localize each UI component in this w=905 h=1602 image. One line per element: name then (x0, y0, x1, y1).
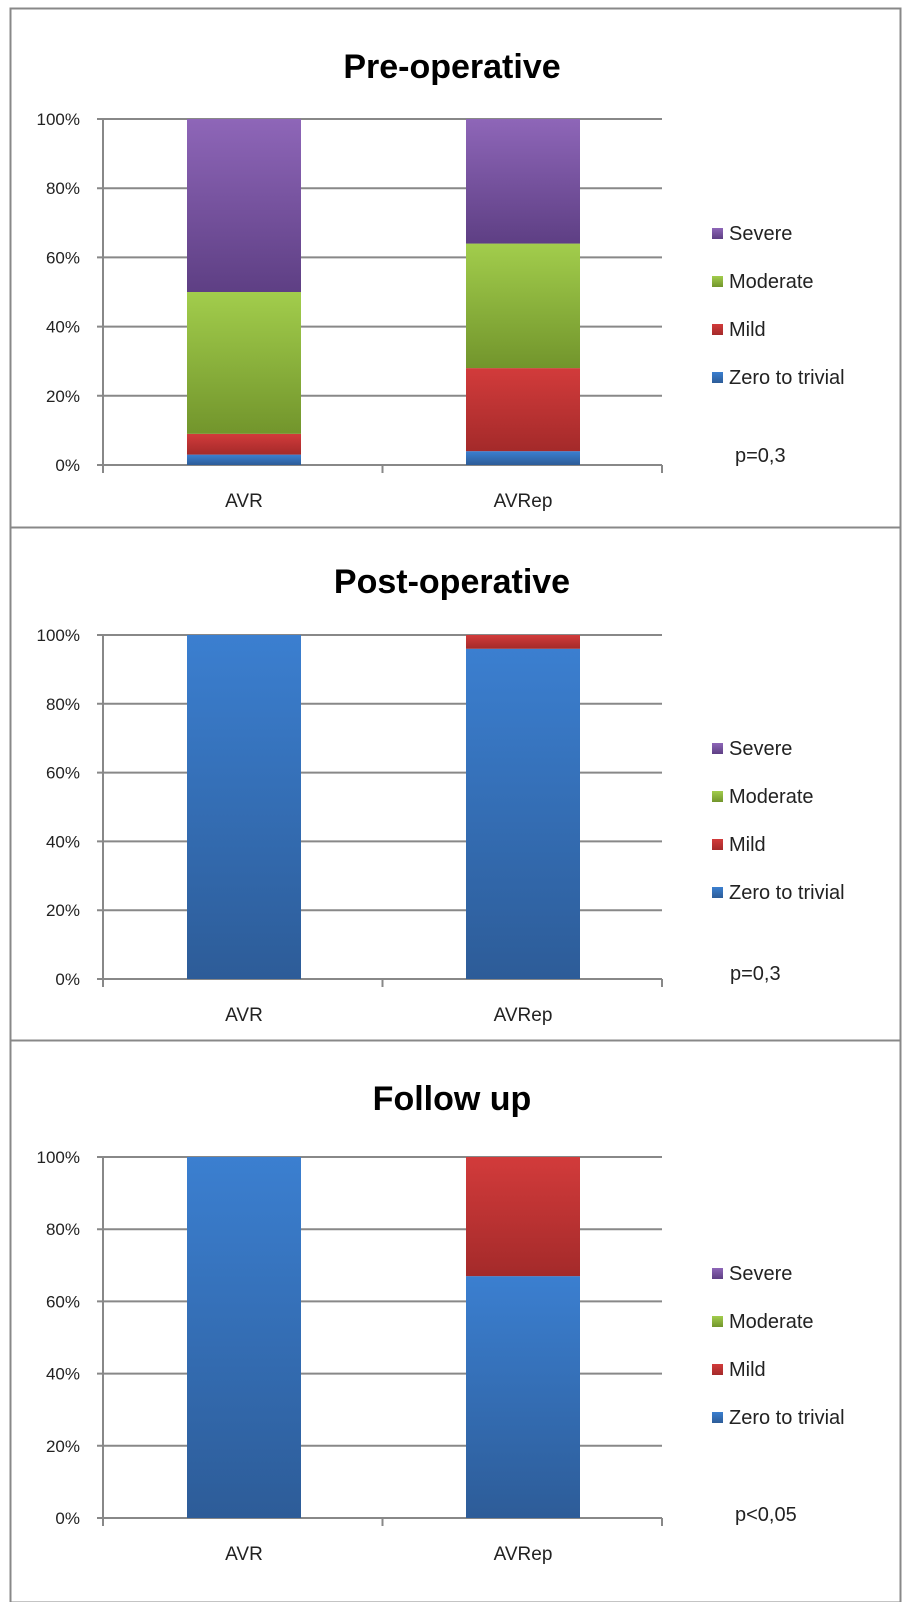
legend-label: Moderate (729, 1311, 814, 1333)
legend-swatch (712, 1364, 723, 1375)
bar-segment-mild (187, 434, 301, 455)
x-tick-label: AVR (225, 491, 263, 512)
y-tick-label: 100% (37, 110, 80, 129)
bar-segment-zero-to-trivial (466, 649, 580, 979)
y-tick-label: 40% (46, 832, 80, 851)
y-tick-label: 40% (46, 318, 80, 337)
x-tick-label: AVR (225, 1544, 263, 1565)
legend-swatch (712, 324, 723, 335)
bar-segment-severe (187, 119, 301, 292)
legend-swatch (712, 1412, 723, 1423)
legend-swatch (712, 1268, 723, 1279)
bar-segment-zero-to-trivial (187, 1157, 301, 1518)
x-tick-label: AVRep (494, 1005, 553, 1026)
y-tick-label: 40% (46, 1365, 80, 1384)
legend-label: Zero to trivial (729, 882, 845, 904)
p-value-annotation: p=0,3 (730, 963, 781, 985)
legend-swatch (712, 791, 723, 802)
chart-title: Pre-operative (343, 48, 560, 86)
y-tick-label: 100% (37, 1148, 80, 1167)
y-tick-label: 0% (55, 456, 80, 475)
bar-segment-severe (466, 119, 580, 244)
y-tick-label: 80% (46, 179, 80, 198)
legend-label: Moderate (729, 271, 814, 293)
y-tick-label: 20% (46, 387, 80, 406)
legend-label: Mild (729, 834, 766, 856)
bar-segment-zero-to-trivial (466, 451, 580, 465)
legend-swatch (712, 276, 723, 287)
bar-segment-moderate (466, 244, 580, 369)
chart-panel-1: Post-operative 0% 20% 40% 60% 80% 100% AVR AVRep… (11, 528, 901, 1041)
y-tick-label: 20% (46, 901, 80, 920)
chart-panel-0: Pre-operative 0% 20% 40% 60% 80% 100% AVR AVRep S… (11, 9, 901, 528)
y-tick-label: 80% (46, 1220, 80, 1239)
y-tick-label: 60% (46, 248, 80, 267)
legend-swatch (712, 839, 723, 850)
legend-label: Zero to trivial (729, 1407, 845, 1429)
bar-segment-zero-to-trivial (187, 455, 301, 465)
y-tick-label: 80% (46, 695, 80, 714)
legend-swatch (712, 228, 723, 239)
bar-segment-mild (466, 1157, 580, 1276)
y-tick-label: 20% (46, 1437, 80, 1456)
x-tick-label: AVR (225, 1005, 263, 1026)
bar-segment-mild (466, 368, 580, 451)
p-value-annotation: p<0,05 (735, 1504, 797, 1526)
y-tick-label: 0% (55, 970, 80, 989)
legend-swatch (712, 887, 723, 898)
bar-segment-mild (466, 635, 580, 649)
bar-segment-moderate (187, 292, 301, 434)
chart-title: Post-operative (334, 563, 570, 601)
y-tick-label: 60% (46, 764, 80, 783)
p-value-annotation: p=0,3 (735, 445, 786, 467)
x-tick-label: AVRep (494, 491, 553, 512)
chart-title: Follow up (373, 1080, 532, 1118)
legend-swatch (712, 372, 723, 383)
legend-label: Severe (729, 738, 792, 760)
legend-label: Severe (729, 1263, 792, 1285)
chart-panel-2: Follow up 0% 20% 40% 60% 80% 100% AVR AVRep Sever… (11, 1041, 901, 1602)
legend-label: Mild (729, 1359, 766, 1381)
y-tick-label: 60% (46, 1292, 80, 1311)
legend-label: Zero to trivial (729, 367, 845, 389)
bar-segment-zero-to-trivial (466, 1276, 580, 1518)
legend-label: Mild (729, 319, 766, 341)
legend-label: Severe (729, 223, 792, 245)
legend-label: Moderate (729, 786, 814, 808)
bar-segment-zero-to-trivial (187, 635, 301, 979)
legend-swatch (712, 743, 723, 754)
x-tick-label: AVRep (494, 1544, 553, 1565)
y-tick-label: 100% (37, 626, 80, 645)
legend-swatch (712, 1316, 723, 1327)
y-tick-label: 0% (55, 1509, 80, 1528)
